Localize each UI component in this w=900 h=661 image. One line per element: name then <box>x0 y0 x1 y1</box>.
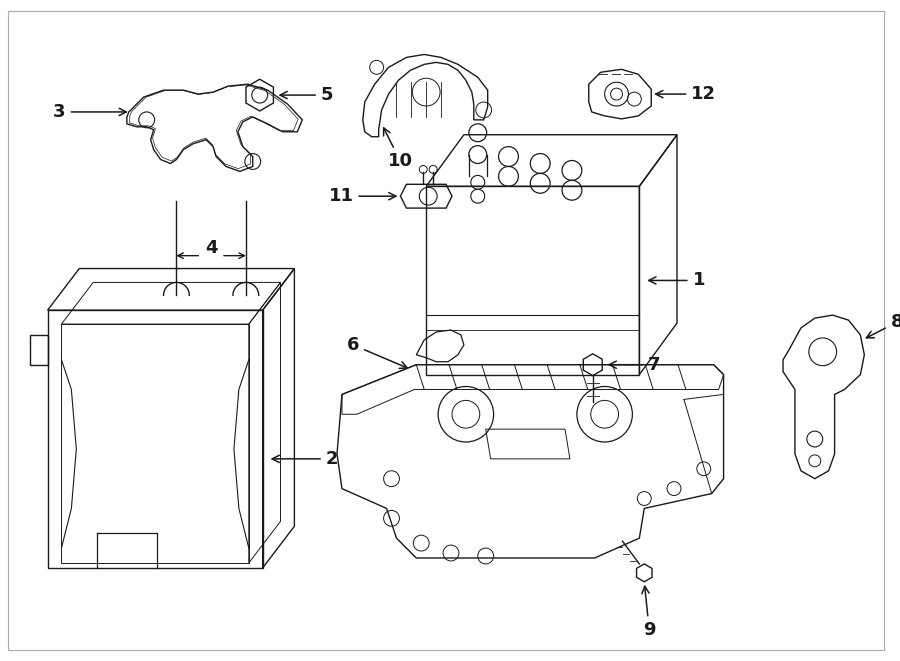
Text: 3: 3 <box>53 103 126 121</box>
Text: 1: 1 <box>649 272 705 290</box>
Text: 11: 11 <box>328 187 396 205</box>
Text: 12: 12 <box>656 85 716 103</box>
Text: 10: 10 <box>383 128 413 171</box>
Text: 4: 4 <box>205 239 218 256</box>
Text: 2: 2 <box>272 450 338 468</box>
Text: 8: 8 <box>867 313 900 338</box>
Text: 5: 5 <box>280 86 333 104</box>
Text: 6: 6 <box>346 336 407 368</box>
Text: 7: 7 <box>609 356 661 373</box>
Text: 9: 9 <box>642 586 655 639</box>
